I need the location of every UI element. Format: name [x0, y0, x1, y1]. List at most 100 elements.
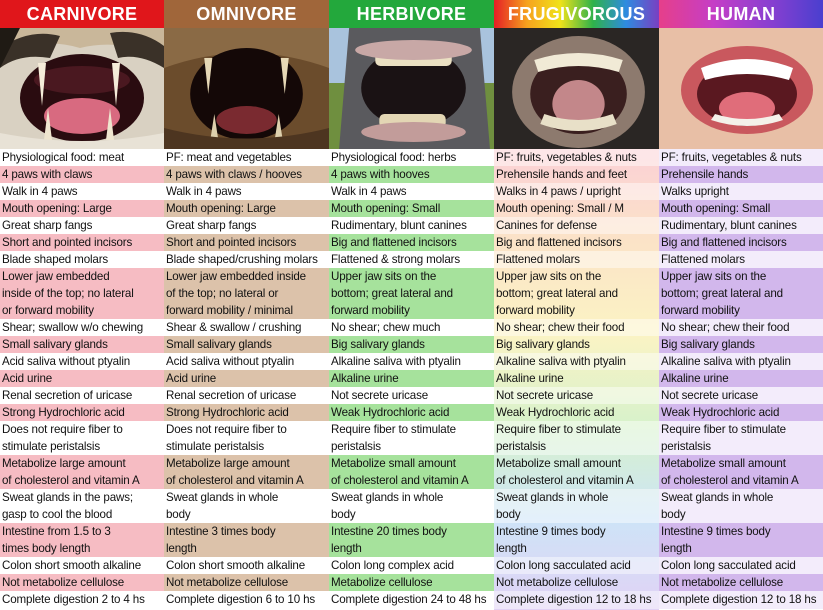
header-carnivore: CARNIVORE: [0, 0, 164, 28]
table-cell: Walks upright: [659, 182, 823, 200]
table-cell: Upper jaw sits on the bottom; great late…: [329, 267, 494, 319]
table-cell: 4 paws with claws: [0, 165, 164, 183]
table-cell: Does not require fiber to stimulate peri…: [164, 420, 329, 455]
header-human: HUMAN: [659, 0, 823, 28]
table-cell: Sweat glands in whole body: [329, 488, 494, 523]
table-cell: Big and flattened incisors: [329, 233, 494, 251]
table-cell: Alkaline saliva with ptyalin: [659, 352, 823, 370]
table-cell: Physiological food: meat: [0, 149, 164, 166]
table-cell: Metabolize small amount of cholesterol a…: [496, 456, 634, 487]
table-cell: Colon short smooth alkaline: [0, 556, 164, 574]
table-cell: Mouth opening: Small: [659, 199, 823, 217]
table-cell: Weak Hydrochloric acid: [496, 405, 615, 419]
table-cell: Metabolize small amount of cholesterol a…: [659, 454, 823, 489]
table-cell: PF: meat and vegetables: [164, 149, 329, 166]
table-cell: Metabolize cellulose: [329, 573, 494, 591]
column-herbivore: Physiological food: herbs 4 paws with hoo…: [329, 149, 494, 610]
table-cell: Metabolize large amount of cholesterol a…: [0, 454, 164, 489]
bear-mouth-icon: [164, 28, 329, 149]
table-cell: No shear; chew their food: [659, 318, 823, 336]
horse-mouth-icon: [329, 28, 494, 149]
table-cell: Alkaline urine: [659, 369, 823, 387]
table-cell: Great sharp fangs: [0, 216, 164, 234]
table-cell: Physiological food: herbs: [329, 149, 494, 166]
table-cell: PF: fruits, vegetables & nuts: [494, 149, 659, 166]
table-cell: Walks in 4 paws / upright: [494, 182, 659, 200]
table-cell: Short and pointed incisors: [164, 233, 329, 251]
table-cell: Walk in 4 paws: [0, 182, 164, 200]
table-cell: Big and flattened incisors: [659, 233, 823, 251]
table-cell: Walk in 4 paws: [329, 182, 494, 200]
table-cell: Colon long complex acid: [329, 556, 494, 574]
table-cell: Blade shaped molars: [0, 250, 164, 268]
table-cell: Intestine 9 times body length: [496, 524, 606, 555]
table-cell: Not metabolize cellulose: [0, 573, 164, 591]
table-cell: Flattened & strong molars: [329, 250, 494, 268]
comparison-table: Physiological food: meat 4 paws with claw…: [0, 149, 823, 610]
table-cell: Mouth opening: Large: [164, 199, 329, 217]
table-cell: Not metabolize cellulose: [659, 573, 823, 591]
table-cell: Big and flattened incisors: [496, 235, 622, 249]
column-frugivorous: PF: fruits, vegetables & nuts Prehensile …: [494, 149, 659, 610]
table-cell: Big salivary glands: [496, 337, 590, 351]
table-cell: Shear; swallow w/o chewing: [0, 318, 164, 336]
column-omnivore: PF: meat and vegetables 4 paws with claws…: [164, 149, 329, 610]
table-cell: Alkaline urine: [329, 369, 494, 387]
table-cell: Not secrete uricase: [329, 386, 494, 404]
table-cell: No shear; chew much: [329, 318, 494, 336]
table-cell: Shear & swallow / crushing: [164, 318, 329, 336]
table-cell: Weak Hydrochloric acid: [329, 403, 494, 421]
column-human: PF: fruits, vegetables & nuts Prehensile …: [659, 149, 823, 610]
table-cell: Require fiber to stimulate peristalsis: [659, 420, 823, 455]
table-cell: Intestine 20 times body length: [329, 522, 494, 557]
table-cell: Sweat glands in whole body: [659, 488, 823, 523]
table-cell: Complete digestion 6 to 10 hs: [164, 590, 329, 609]
table-cell: Renal secretion of uricase: [164, 386, 329, 404]
table-cell: Rudimentary, blunt canines: [659, 216, 823, 234]
table-cell: Rudimentary, blunt canines: [329, 216, 494, 234]
table-cell: Lower jaw embedded inside of the top; no…: [164, 267, 329, 319]
table-cell: Acid saliva without ptyalin: [164, 352, 329, 370]
table-cell: Alkaline saliva with ptyalin: [494, 352, 659, 370]
table-cell: Mouth opening: Large: [0, 199, 164, 217]
table-cell: Acid urine: [0, 369, 164, 387]
table-cell: Lower jaw embedded inside of the top; no…: [0, 267, 164, 319]
table-cell: No shear; chew their food: [494, 318, 659, 336]
table-cell: Strong Hydrochloric acid: [164, 403, 329, 421]
table-cell: Blade shaped/crushing molars: [164, 250, 329, 268]
table-cell: Upper jaw sits on the bottom; great late…: [496, 269, 618, 317]
table-cell: Prehensile hands: [659, 165, 823, 183]
table-cell: Sweat glands in whole body: [494, 488, 659, 523]
table-cell: Metabolize small amount of cholesterol a…: [329, 454, 494, 489]
table-cell: Sweat glands in whole body: [164, 488, 329, 523]
table-cell: Not metabolize cellulose: [496, 575, 619, 589]
header-row: CARNIVORE OMNIVORE HERBIVORE FRUGIVOROUS…: [0, 0, 823, 28]
chimp-mouth-icon: [494, 28, 659, 149]
table-cell: Intestine from 1.5 to 3 times body lengt…: [0, 522, 164, 557]
table-cell: Not secrete uricase: [494, 386, 659, 404]
table-cell: Strong Hydrochloric acid: [0, 403, 164, 421]
table-cell: Alkaline urine: [496, 371, 564, 385]
table-cell: Alkaline saliva with ptyalin: [329, 352, 494, 370]
table-cell: Colon long sacculated acid: [494, 556, 659, 574]
table-cell: 4 paws with claws / hooves: [164, 165, 329, 183]
table-cell: Small salivary glands: [0, 335, 164, 353]
table-cell: Small salivary glands: [164, 335, 329, 353]
table-cell: Acid urine: [164, 369, 329, 387]
table-cell: Upper jaw sits on the bottom; great late…: [659, 267, 823, 319]
table-cell: Big salivary glands: [659, 335, 823, 353]
table-cell: Not metabolize cellulose: [164, 573, 329, 591]
table-cell: Require fiber to stimulate peristalsis: [494, 420, 659, 455]
table-cell: Does not require fiber to stimulate peri…: [0, 420, 164, 455]
photo-row: [0, 28, 823, 149]
table-cell: Colon long sacculated acid: [659, 556, 823, 574]
table-cell: Metabolize large amount of cholesterol a…: [164, 454, 329, 489]
header-herbivore: HERBIVORE: [329, 0, 494, 28]
table-cell: Big salivary glands: [329, 335, 494, 353]
table-cell: Intestine 3 times body length: [164, 522, 329, 557]
header-frugivorous: FRUGIVOROUS: [494, 0, 659, 28]
table-cell: 4 paws with hooves: [329, 165, 494, 183]
header-omnivore: OMNIVORE: [164, 0, 329, 28]
table-cell: Sweat glands in the paws; gasp to cool t…: [0, 488, 164, 523]
